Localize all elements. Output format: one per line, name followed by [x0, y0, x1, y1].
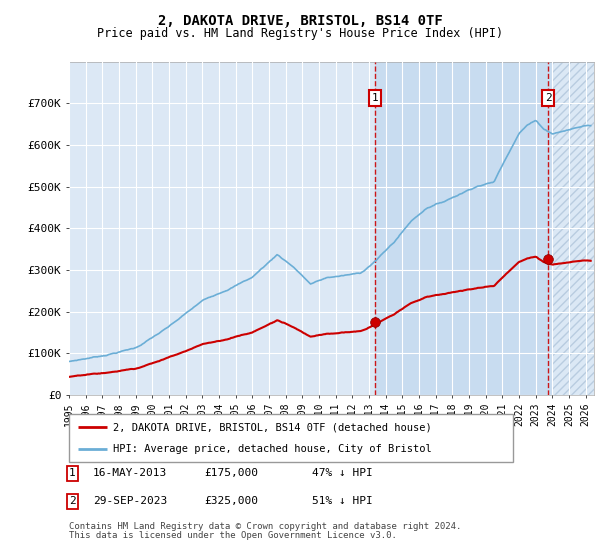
Text: Contains HM Land Registry data © Crown copyright and database right 2024.: Contains HM Land Registry data © Crown c… [69, 522, 461, 531]
Text: HPI: Average price, detached house, City of Bristol: HPI: Average price, detached house, City… [113, 444, 432, 454]
Bar [375, 62, 594, 395]
Text: 2: 2 [69, 496, 76, 506]
Text: Price paid vs. HM Land Registry's House Price Index (HPI): Price paid vs. HM Land Registry's House … [97, 27, 503, 40]
Text: 1: 1 [69, 468, 76, 478]
Text: 47% ↓ HPI: 47% ↓ HPI [312, 468, 373, 478]
Text: 2: 2 [545, 94, 551, 103]
Text: 16-MAY-2013: 16-MAY-2013 [93, 468, 167, 478]
FancyBboxPatch shape [69, 414, 513, 462]
Text: 2, DAKOTA DRIVE, BRISTOL, BS14 0TF: 2, DAKOTA DRIVE, BRISTOL, BS14 0TF [158, 14, 442, 28]
Text: £175,000: £175,000 [204, 468, 258, 478]
Text: 51% ↓ HPI: 51% ↓ HPI [312, 496, 373, 506]
Text: 29-SEP-2023: 29-SEP-2023 [93, 496, 167, 506]
Text: 2, DAKOTA DRIVE, BRISTOL, BS14 0TF (detached house): 2, DAKOTA DRIVE, BRISTOL, BS14 0TF (deta… [113, 422, 432, 432]
Text: 1: 1 [372, 94, 379, 103]
Text: £325,000: £325,000 [204, 496, 258, 506]
Text: This data is licensed under the Open Government Licence v3.0.: This data is licensed under the Open Gov… [69, 531, 397, 540]
